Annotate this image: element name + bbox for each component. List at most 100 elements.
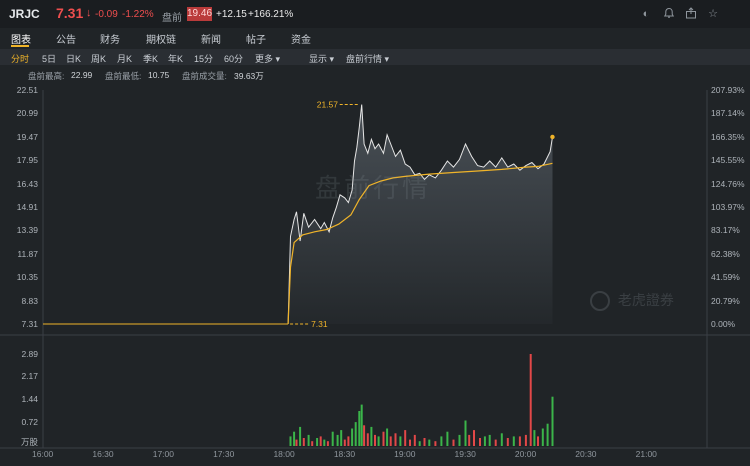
volume-bars xyxy=(289,354,554,446)
volume-tick-label: 2.89 xyxy=(21,349,38,359)
low-annotation: 7.31 xyxy=(290,319,328,329)
time-tick-label: 19:00 xyxy=(394,449,416,459)
more-dropdown[interactable]: 更多 ▾ xyxy=(255,54,281,64)
period-daily-k[interactable]: 日K xyxy=(66,54,82,64)
average-price-line xyxy=(287,162,553,325)
premarket-volume-value: 39.63万 xyxy=(234,71,264,81)
price-tick-label: 11.87 xyxy=(17,248,38,259)
price-tick-label: 7.31 xyxy=(21,319,38,329)
volume-bar xyxy=(354,422,357,446)
price-tick-label: 14.91 xyxy=(16,202,38,212)
low-annotation-label: 7.31 xyxy=(311,319,328,329)
premarket-high-value: 22.99 xyxy=(71,70,93,80)
price-change: -0.09 xyxy=(95,9,118,20)
volume-bar xyxy=(295,439,298,446)
volume-bar xyxy=(386,428,389,446)
volume-bar xyxy=(404,430,407,446)
volume-tick-label: 0.72 xyxy=(21,417,38,427)
price-area-fill xyxy=(288,104,553,324)
volume-bar xyxy=(358,411,361,446)
volume-bar xyxy=(389,436,392,446)
volume-bar xyxy=(409,439,411,446)
volume-bar xyxy=(293,431,296,446)
premarket-watermark: 盘前行情 xyxy=(315,173,432,203)
premarket-change: +12.15 xyxy=(216,9,247,20)
price-tick-label: 20.99 xyxy=(16,108,38,119)
premarket-label: 盘前 xyxy=(162,13,182,24)
volume-bar xyxy=(323,439,326,446)
price-down-arrow-icon: ↓ xyxy=(86,7,92,19)
period-quarterly-k[interactable]: 季K xyxy=(143,54,159,64)
intraday-chart[interactable]: 21.57 7.31 xyxy=(0,82,750,466)
period-intraday[interactable]: 分时 xyxy=(11,54,30,64)
volume-bar xyxy=(366,433,369,446)
tab-news[interactable]: 新闻 xyxy=(201,35,221,46)
display-dropdown[interactable]: 显示 ▾ xyxy=(309,54,335,64)
price-tick-label: 13.39 xyxy=(16,225,38,236)
volume-bar xyxy=(428,439,431,446)
volume-bar xyxy=(307,434,310,446)
tab-financials[interactable]: 财务 xyxy=(100,35,120,46)
time-tick-label: 19:30 xyxy=(454,449,476,459)
percent-tick-label: 187.14% xyxy=(711,108,745,119)
volume-bar xyxy=(377,436,380,446)
time-tick-label: 17:00 xyxy=(152,449,174,459)
quote-header: JRJC 7.31 ↓ -0.09 -1.22% 盘前 19.46 +12.15… xyxy=(0,0,750,28)
volume-bar xyxy=(374,434,376,446)
volume-bar xyxy=(488,434,491,446)
price-tick-label: 16.43 xyxy=(16,178,38,189)
volume-bar xyxy=(302,438,305,446)
premarket-high-label: 盘前最高: xyxy=(28,71,65,81)
time-tick-label: 17:30 xyxy=(213,449,235,459)
premarket-low-value: 10.75 xyxy=(148,70,170,80)
volume-bar xyxy=(394,433,397,446)
tab-announcements[interactable]: 公告 xyxy=(56,35,76,46)
volume-bar xyxy=(382,431,385,446)
volume-bar xyxy=(524,434,527,446)
volume-bar xyxy=(347,436,350,446)
volume-bar xyxy=(413,434,416,446)
tiger-logo-icon xyxy=(590,291,610,312)
active-tab-underline xyxy=(11,45,29,47)
broker-logo-text: 老虎證券 xyxy=(617,292,674,308)
volume-tick-label: 2.17 xyxy=(21,371,38,381)
star-icon[interactable]: ☆ xyxy=(708,8,718,20)
percent-tick-label: 41.59% xyxy=(711,272,740,283)
volume-bar xyxy=(363,425,366,446)
share-icon[interactable] xyxy=(684,7,698,21)
volume-bar xyxy=(299,426,302,446)
tab-chart[interactable]: 图表 xyxy=(11,35,31,46)
time-tick-label: 20:30 xyxy=(575,449,597,459)
percent-tick-label: 145.55% xyxy=(711,155,745,166)
period-60min[interactable]: 60分 xyxy=(224,54,244,64)
volume-bar xyxy=(399,436,402,446)
tab-posts[interactable]: 帖子 xyxy=(246,35,266,46)
time-tick-label: 21:00 xyxy=(635,449,657,459)
last-price-dot xyxy=(550,134,555,140)
main-tabs: 图表 公告 财务 期权链 新闻 帖子 资金 xyxy=(0,28,750,48)
bell-icon[interactable] xyxy=(662,7,676,21)
volume-bar xyxy=(289,436,292,446)
volume-bar xyxy=(541,428,544,446)
period-yearly-k[interactable]: 年K xyxy=(168,54,184,64)
volume-bar xyxy=(336,434,339,446)
volume-bar xyxy=(533,430,536,446)
premarket-dropdown[interactable]: 盘前行情 ▾ xyxy=(346,54,390,64)
volume-bar xyxy=(518,436,521,446)
price-tick-label: 10.35 xyxy=(16,272,38,283)
period-5day[interactable]: 5日 xyxy=(42,54,57,64)
volume-bar xyxy=(500,433,503,446)
volume-bar xyxy=(468,434,471,446)
premarket-stats: 盘前最高: 22.99 盘前最低: 10.75 盘前成交量: 39.63万 xyxy=(0,66,750,82)
tab-capital-flow[interactable]: 资金 xyxy=(291,35,311,46)
period-weekly-k[interactable]: 周K xyxy=(91,54,107,64)
percent-tick-label: 83.17% xyxy=(711,225,740,236)
contrast-icon[interactable]: ◐ xyxy=(642,8,650,20)
tab-options-chain[interactable]: 期权链 xyxy=(146,35,176,46)
volume-bar xyxy=(537,436,539,446)
percent-tick-label: 207.93% xyxy=(711,85,745,95)
period-monthly-k[interactable]: 月K xyxy=(117,54,133,64)
high-annotation-label: 21.57 xyxy=(317,99,339,109)
period-15min[interactable]: 15分 xyxy=(194,54,214,64)
percent-tick-label: 0.00% xyxy=(711,319,736,329)
